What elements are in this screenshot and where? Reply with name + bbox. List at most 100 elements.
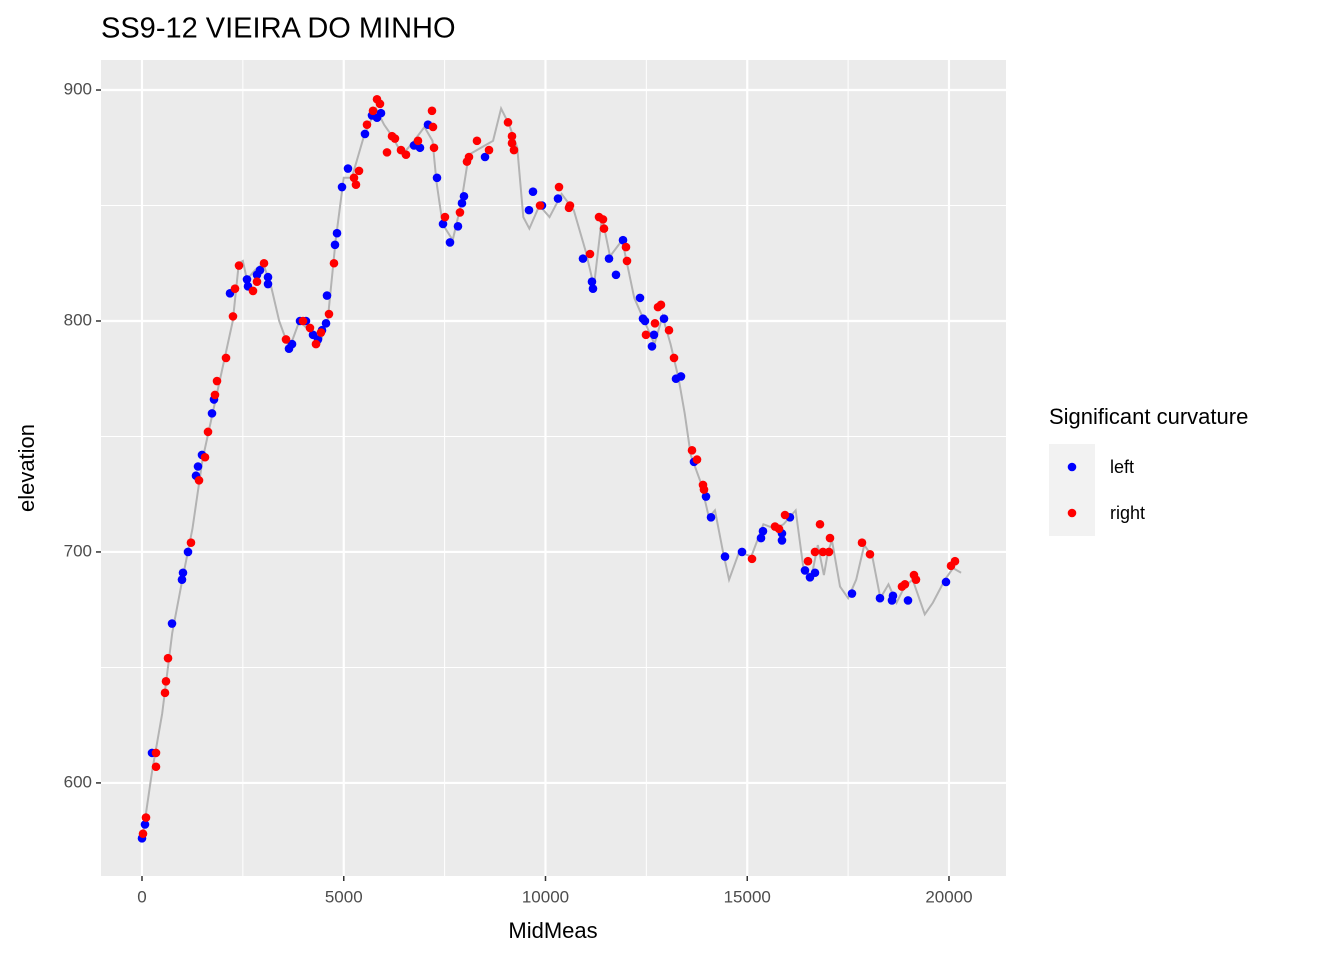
point bbox=[259, 258, 269, 268]
point bbox=[941, 577, 951, 587]
point bbox=[618, 235, 628, 245]
point bbox=[429, 143, 439, 153]
point bbox=[847, 589, 857, 598]
point bbox=[161, 676, 171, 686]
point bbox=[611, 270, 621, 280]
point bbox=[888, 591, 898, 601]
point bbox=[368, 106, 378, 116]
point bbox=[598, 215, 608, 224]
point bbox=[507, 138, 517, 148]
point bbox=[203, 427, 213, 437]
x-tick-label: 0 bbox=[137, 887, 146, 906]
x-axis-label: MidMeas bbox=[508, 918, 597, 943]
point bbox=[263, 279, 273, 289]
point bbox=[263, 272, 273, 282]
point bbox=[818, 547, 828, 557]
point bbox=[287, 339, 297, 349]
point bbox=[457, 198, 467, 208]
point bbox=[351, 180, 361, 190]
point bbox=[622, 256, 632, 266]
point bbox=[780, 510, 790, 520]
point bbox=[659, 314, 669, 323]
point bbox=[857, 538, 867, 548]
y-tick-label: 700 bbox=[64, 541, 92, 560]
point bbox=[810, 568, 820, 578]
point bbox=[635, 293, 645, 303]
point bbox=[343, 164, 353, 173]
point bbox=[599, 224, 609, 233]
point bbox=[758, 526, 768, 536]
point bbox=[183, 547, 193, 557]
point bbox=[298, 316, 308, 326]
point bbox=[321, 319, 331, 328]
point bbox=[810, 547, 820, 557]
point bbox=[445, 238, 455, 247]
point bbox=[305, 323, 315, 333]
point bbox=[401, 150, 411, 159]
point bbox=[210, 390, 220, 400]
point bbox=[706, 513, 716, 522]
point bbox=[737, 547, 747, 557]
point bbox=[587, 277, 597, 287]
point bbox=[875, 593, 885, 603]
y-tick-label: 800 bbox=[64, 310, 92, 329]
point bbox=[687, 446, 697, 455]
point bbox=[427, 106, 437, 116]
point bbox=[950, 556, 960, 566]
point bbox=[464, 152, 474, 162]
point bbox=[800, 566, 810, 575]
legend-label: left bbox=[1110, 457, 1134, 477]
point bbox=[140, 820, 150, 829]
point bbox=[242, 275, 252, 284]
point bbox=[604, 254, 614, 263]
panel bbox=[101, 60, 1006, 876]
point bbox=[362, 120, 372, 129]
point bbox=[248, 286, 258, 296]
y-tick-label: 900 bbox=[64, 80, 92, 99]
legend-symbol bbox=[1067, 462, 1077, 472]
point bbox=[167, 619, 177, 628]
point bbox=[824, 547, 834, 557]
point bbox=[621, 242, 631, 252]
point bbox=[825, 533, 835, 543]
point bbox=[440, 212, 450, 222]
point bbox=[432, 173, 442, 183]
point bbox=[650, 319, 660, 328]
point bbox=[649, 330, 659, 340]
point bbox=[375, 99, 385, 109]
point bbox=[316, 328, 326, 337]
legend-title: Significant curvature bbox=[1049, 404, 1248, 429]
point bbox=[337, 182, 347, 192]
point bbox=[865, 549, 875, 559]
y-axis-label: elevation bbox=[14, 424, 39, 512]
point bbox=[903, 596, 913, 605]
point bbox=[200, 452, 210, 462]
point bbox=[160, 688, 170, 698]
point bbox=[647, 342, 657, 351]
x-tick-label: 10000 bbox=[522, 887, 569, 906]
point bbox=[349, 173, 359, 183]
point bbox=[230, 284, 240, 293]
point bbox=[669, 353, 679, 363]
point bbox=[382, 148, 392, 157]
point bbox=[815, 519, 825, 529]
point bbox=[480, 152, 490, 162]
point bbox=[585, 249, 595, 259]
point bbox=[459, 191, 469, 201]
point bbox=[228, 312, 238, 321]
point bbox=[329, 258, 339, 268]
point bbox=[151, 748, 161, 758]
point bbox=[221, 353, 231, 363]
point bbox=[528, 187, 538, 196]
point bbox=[756, 533, 766, 543]
point bbox=[640, 316, 650, 326]
profile-line bbox=[141, 105, 962, 841]
point bbox=[503, 118, 513, 127]
point bbox=[676, 372, 686, 381]
point bbox=[413, 136, 423, 146]
point bbox=[390, 134, 400, 143]
point bbox=[588, 284, 598, 293]
point bbox=[641, 330, 651, 340]
point bbox=[455, 208, 465, 217]
point bbox=[720, 552, 730, 561]
